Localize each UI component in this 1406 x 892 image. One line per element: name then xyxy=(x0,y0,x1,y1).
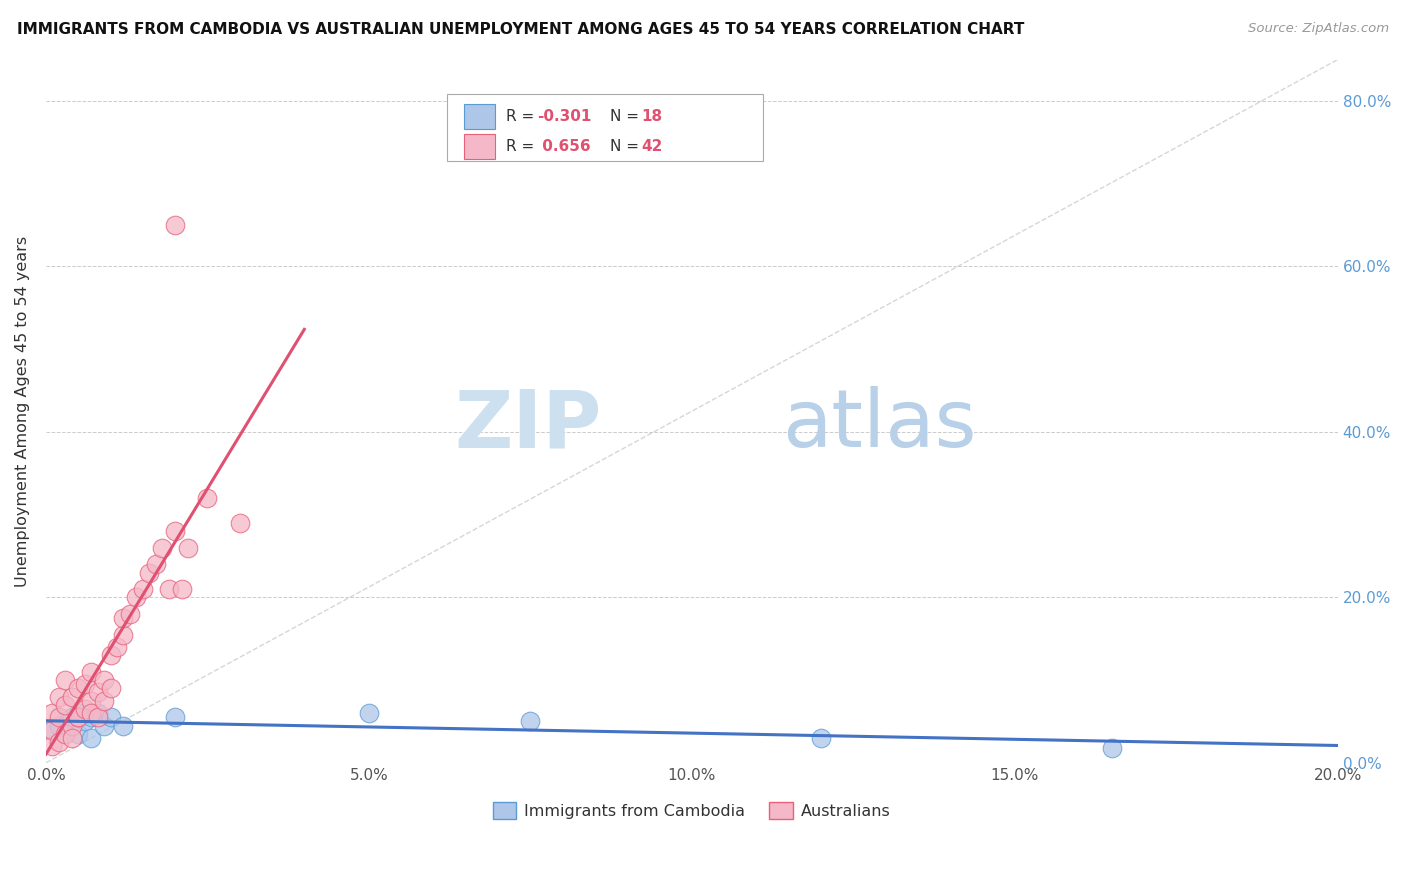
Point xyxy=(93,718,115,732)
Point xyxy=(67,681,90,696)
Point xyxy=(165,524,187,538)
Point xyxy=(48,690,70,704)
Point xyxy=(112,611,135,625)
Point xyxy=(60,731,83,745)
Point xyxy=(145,558,167,572)
Text: N =: N = xyxy=(610,109,644,124)
Point xyxy=(100,710,122,724)
Point xyxy=(112,627,135,641)
Point xyxy=(86,685,108,699)
Point xyxy=(100,681,122,696)
Point xyxy=(100,648,122,663)
Point xyxy=(48,718,70,732)
Point xyxy=(60,690,83,704)
Point xyxy=(73,702,96,716)
Text: 18: 18 xyxy=(641,109,662,124)
Text: atlas: atlas xyxy=(782,386,977,464)
Text: N =: N = xyxy=(610,139,644,153)
Point xyxy=(357,706,380,720)
Point xyxy=(810,731,832,745)
Point xyxy=(53,727,76,741)
Point xyxy=(73,714,96,729)
Point xyxy=(41,723,63,737)
Point xyxy=(112,718,135,732)
Point xyxy=(157,582,180,596)
Point xyxy=(125,591,148,605)
Point xyxy=(80,694,103,708)
Legend: Immigrants from Cambodia, Australians: Immigrants from Cambodia, Australians xyxy=(486,796,897,825)
Point xyxy=(41,706,63,720)
Text: ZIP: ZIP xyxy=(454,386,602,464)
Point xyxy=(165,218,187,232)
Point xyxy=(48,735,70,749)
Text: Source: ZipAtlas.com: Source: ZipAtlas.com xyxy=(1249,22,1389,36)
Point xyxy=(93,673,115,687)
Point xyxy=(105,640,128,654)
Point xyxy=(228,516,250,530)
Point xyxy=(53,673,76,687)
Text: -0.301: -0.301 xyxy=(537,109,592,124)
Point xyxy=(93,694,115,708)
Point xyxy=(48,710,70,724)
Point xyxy=(170,582,193,596)
Point xyxy=(86,706,108,720)
Point xyxy=(80,665,103,679)
Text: 42: 42 xyxy=(641,139,662,153)
Point xyxy=(177,541,200,555)
Point xyxy=(197,491,219,505)
Point xyxy=(519,714,541,729)
Point xyxy=(60,710,83,724)
Point xyxy=(41,723,63,737)
Point xyxy=(80,731,103,745)
Point xyxy=(41,739,63,754)
Point xyxy=(132,582,155,596)
Point xyxy=(150,541,173,555)
Point xyxy=(67,710,90,724)
Point xyxy=(80,710,103,724)
Y-axis label: Unemployment Among Ages 45 to 54 years: Unemployment Among Ages 45 to 54 years xyxy=(15,235,30,587)
Point xyxy=(53,714,76,729)
Text: R =: R = xyxy=(506,139,540,153)
Point xyxy=(138,566,160,580)
Text: 0.656: 0.656 xyxy=(537,139,591,153)
Point xyxy=(60,718,83,732)
Point xyxy=(118,607,141,621)
Point xyxy=(73,677,96,691)
Point xyxy=(53,698,76,712)
Point xyxy=(67,706,90,720)
Point xyxy=(67,710,90,724)
Point xyxy=(1101,740,1123,755)
Point xyxy=(86,710,108,724)
Text: R =: R = xyxy=(506,109,540,124)
Point xyxy=(67,727,90,741)
Text: IMMIGRANTS FROM CAMBODIA VS AUSTRALIAN UNEMPLOYMENT AMONG AGES 45 TO 54 YEARS CO: IMMIGRANTS FROM CAMBODIA VS AUSTRALIAN U… xyxy=(17,22,1024,37)
Point xyxy=(80,706,103,720)
Point xyxy=(165,710,187,724)
